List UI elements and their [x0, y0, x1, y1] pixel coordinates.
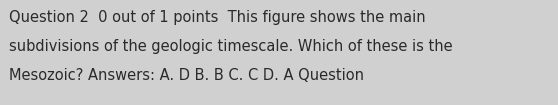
Text: Mesozoic? Answers: A. D B. B C. C D. A Question: Mesozoic? Answers: A. D B. B C. C D. A Q…: [9, 68, 364, 83]
Text: Question 2  0 out of 1 points  This figure shows the main: Question 2 0 out of 1 points This figure…: [9, 10, 426, 25]
Text: subdivisions of the geologic timescale. Which of these is the: subdivisions of the geologic timescale. …: [9, 39, 453, 54]
